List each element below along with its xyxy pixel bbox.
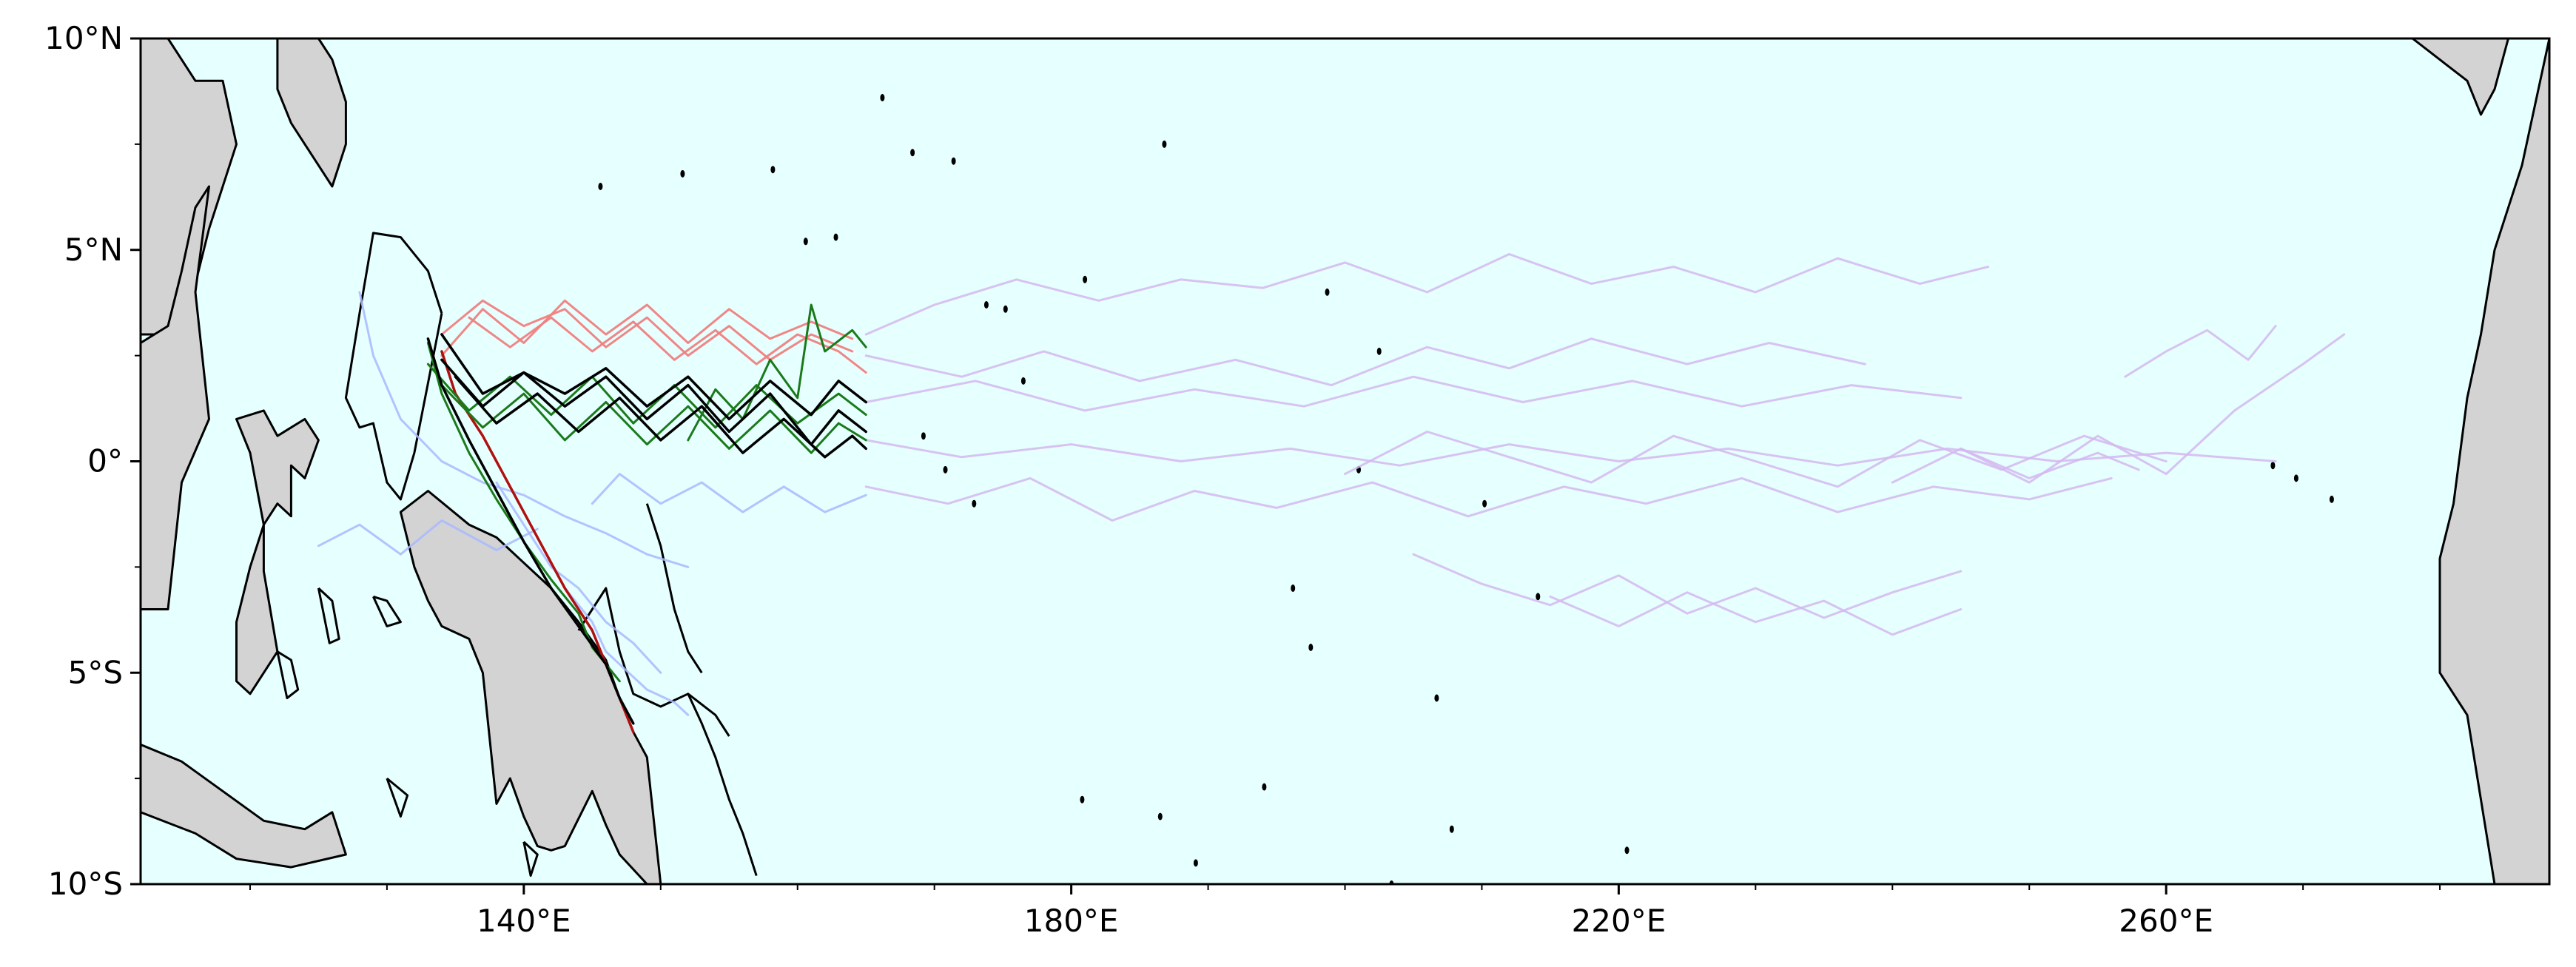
trajectory-line xyxy=(864,337,1866,387)
coastline xyxy=(386,777,409,818)
y-axis: 10°N 5°N 0° 5°S 10°S xyxy=(44,20,141,902)
island-marker xyxy=(2270,462,2276,470)
landmass xyxy=(141,185,210,610)
trajectory-line xyxy=(440,333,867,446)
coastline xyxy=(522,840,539,877)
y-tick-label: 10°S xyxy=(48,866,123,902)
island-marker xyxy=(972,499,977,508)
x-axis: 140°E 180°E 220°E 260°E xyxy=(249,884,2441,939)
trajectory-line xyxy=(1549,591,1963,636)
island-marker xyxy=(1162,140,1167,148)
island-marker xyxy=(1291,584,1296,592)
coastline xyxy=(687,693,758,877)
trajectory-group-blue xyxy=(317,291,867,716)
coastline xyxy=(372,595,402,627)
island-marker xyxy=(1376,347,1382,355)
x-tick-label: 140°E xyxy=(477,903,571,939)
island-marker xyxy=(2329,495,2334,503)
island-marker xyxy=(1262,783,1267,791)
island-marker xyxy=(598,183,603,190)
trajectory-group-black xyxy=(426,333,867,725)
island-marker xyxy=(983,301,989,309)
trajectory-line xyxy=(440,299,854,361)
trajectory-group-red xyxy=(440,299,867,374)
landmass xyxy=(399,490,662,884)
landmass xyxy=(276,38,347,188)
landmass xyxy=(2438,38,2549,884)
trajectory-line xyxy=(495,481,662,674)
island-marker xyxy=(880,94,885,101)
coastline xyxy=(577,587,730,737)
coastline xyxy=(645,503,703,674)
trajectory-line xyxy=(440,299,854,357)
trajectory-line xyxy=(1960,333,2346,484)
trajectory-line xyxy=(317,519,539,556)
island-layer xyxy=(598,94,2334,884)
trajectory-line xyxy=(864,253,1990,336)
y-tick-label: 5°S xyxy=(68,654,123,690)
trajectory-line xyxy=(440,358,867,421)
island-marker xyxy=(1080,795,1085,803)
map-plot-area xyxy=(139,37,2551,886)
trajectory-line xyxy=(687,303,867,442)
island-marker xyxy=(921,432,926,440)
trajectory-layer xyxy=(317,253,2346,734)
trajectory-line xyxy=(358,291,690,568)
island-marker xyxy=(1482,499,1487,508)
landmass xyxy=(2411,38,2549,116)
x-tick-label: 180°E xyxy=(1024,903,1119,939)
island-marker xyxy=(833,233,838,241)
y-tick-label: 5°N xyxy=(64,232,123,268)
land-layer xyxy=(141,38,2549,884)
island-marker xyxy=(1308,644,1314,651)
x-tick-label: 220°E xyxy=(1572,903,1667,939)
island-marker xyxy=(1003,305,1008,313)
coastline xyxy=(317,587,340,644)
island-marker xyxy=(1624,846,1630,855)
trajectory-line xyxy=(864,439,2277,467)
trajectory-line xyxy=(563,587,690,716)
trajectory-group-purple xyxy=(864,253,2346,636)
island-marker xyxy=(1193,859,1198,867)
trajectory-line xyxy=(1412,553,1963,619)
island-marker xyxy=(1434,694,1439,702)
island-marker xyxy=(910,149,915,157)
trajectory-line xyxy=(1891,447,2140,484)
island-marker xyxy=(2293,474,2298,482)
y-tick-label: 0° xyxy=(87,443,123,479)
island-marker xyxy=(1157,812,1163,821)
island-marker xyxy=(1083,275,1088,283)
y-tick-label: 10°N xyxy=(44,20,123,56)
trajectory-line xyxy=(864,476,2113,522)
trajectory-line xyxy=(1344,431,2168,488)
island-marker xyxy=(1325,288,1330,296)
island-marker xyxy=(1449,825,1454,833)
trajectory-line xyxy=(864,375,1963,412)
island-marker xyxy=(803,237,808,246)
landmass xyxy=(235,409,320,695)
island-marker xyxy=(680,169,685,178)
coastline xyxy=(276,650,300,699)
trajectory-line xyxy=(2124,325,2277,378)
trajectory-line xyxy=(426,337,635,725)
landmass xyxy=(141,743,347,869)
coastline xyxy=(344,232,443,501)
island-marker xyxy=(1020,377,1026,385)
island-marker xyxy=(951,157,956,165)
trajectory-line xyxy=(454,375,867,459)
x-tick-label: 260°E xyxy=(2119,903,2213,939)
island-marker xyxy=(1536,593,1541,601)
island-marker xyxy=(770,166,776,174)
island-marker xyxy=(943,465,948,474)
trajectory-line xyxy=(591,473,867,513)
trajectory-line xyxy=(468,316,867,374)
